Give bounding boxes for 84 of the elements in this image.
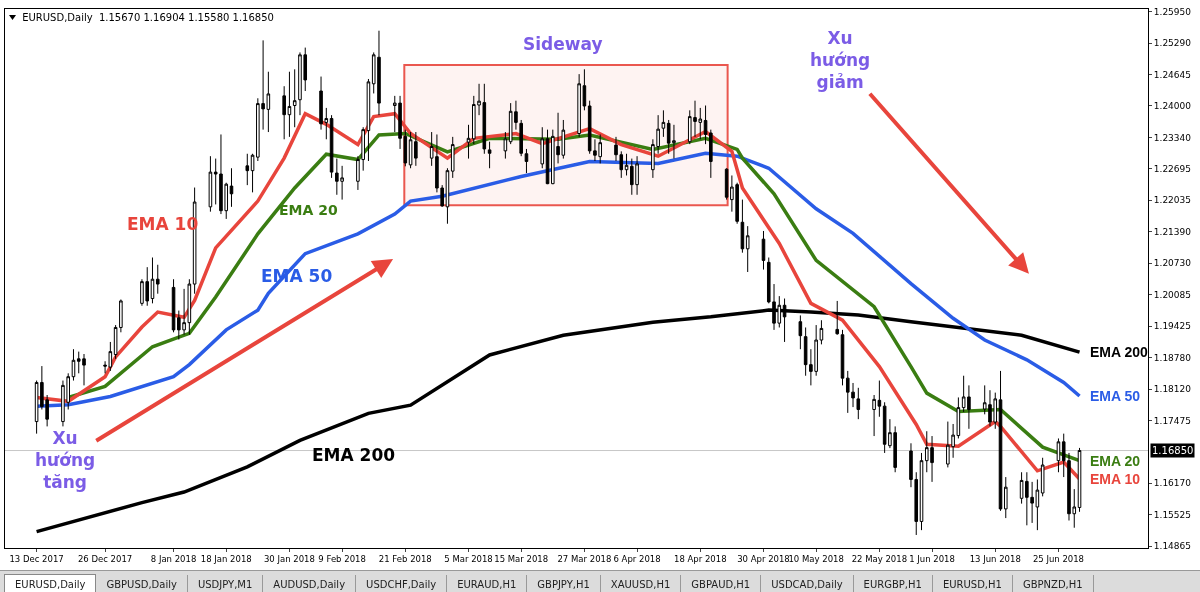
series-label: EMA 10 — [1090, 471, 1141, 487]
x-tick-label: 9 Feb 2018 — [318, 554, 366, 565]
x-tick-label: 25 Jun 2018 — [1032, 554, 1085, 565]
text: XAUUSD,H1 — [600, 575, 682, 592]
y-tick-label: 1.23340 — [1153, 132, 1192, 143]
candlestick — [487, 141, 492, 169]
x-tick-label: 30 Jan 2018 — [263, 554, 315, 565]
x-tick-label: 6 Apr 2018 — [613, 554, 661, 565]
y-tick-label: 1.15525 — [1153, 509, 1192, 520]
candlestick — [466, 124, 471, 160]
text: GBPNZD,H1 — [1012, 575, 1094, 592]
x-tick-label: 21 Feb 2018 — [378, 554, 432, 565]
x-tick-label: 26 Dec 2017 — [77, 554, 133, 565]
candlestick — [624, 153, 629, 176]
x-tick-label: 18 Apr 2018 — [674, 554, 727, 565]
text: EURUSD,H1 — [932, 575, 1013, 592]
candlestick — [208, 155, 213, 213]
y-tick-label: 1.22035 — [1153, 195, 1192, 206]
x-tick-label: 8 Jan 2018 — [150, 554, 197, 565]
candlestick — [540, 126, 545, 169]
y-tick-label: 1.20730 — [1153, 258, 1192, 269]
band-label: Sideway — [523, 34, 603, 54]
candlestick — [1040, 457, 1045, 497]
candlestick — [503, 131, 508, 160]
text: USDCHF,Daily — [356, 575, 448, 592]
y-tick-label: 1.24645 — [1153, 69, 1192, 80]
candlestick — [703, 105, 708, 145]
ref-line-label: 1.16850 — [1152, 445, 1194, 456]
y-tick-label: 1.17475 — [1153, 415, 1192, 426]
candlestick — [229, 167, 234, 208]
text: GBPUSD,Daily — [96, 575, 188, 592]
candlestick — [519, 119, 523, 157]
annotation: Xu hướng giảm — [810, 28, 871, 93]
candlestick — [761, 230, 766, 271]
y-tick-label: 1.22695 — [1153, 163, 1192, 174]
annotation: Xu hướng tăng — [35, 428, 96, 493]
candlestick — [450, 136, 455, 179]
candlestick — [798, 314, 803, 350]
x-tick-label: 18 Jan 2018 — [200, 554, 252, 565]
y-tick-label: 1.20085 — [1153, 289, 1192, 300]
series-label: EMA 200 — [1090, 344, 1149, 360]
text: EURAUD,H1 — [447, 575, 528, 592]
candlestick — [1056, 437, 1061, 473]
text: EURGBP,H1 — [853, 575, 933, 592]
y-tick-label: 1.18120 — [1153, 384, 1192, 395]
series-label: EMA 50 — [1090, 388, 1141, 404]
x-tick-label: 30 Apr 2018 — [737, 554, 790, 565]
candlestick — [740, 199, 745, 254]
candlestick — [155, 264, 160, 295]
x-tick-label: 5 Mar 2018 — [444, 554, 493, 565]
candlestick — [366, 78, 371, 162]
y-tick-label: 1.25290 — [1153, 38, 1192, 49]
x-tick-label: 15 Mar 2018 — [494, 554, 549, 565]
candlestick — [745, 225, 750, 273]
text: GBPJPY,H1 — [527, 575, 601, 592]
x-tick-label: 22 May 2018 — [851, 554, 908, 565]
y-tick-label: 1.21390 — [1153, 226, 1192, 237]
x-tick-label: 1 Jun 2018 — [909, 554, 955, 565]
candlestick — [292, 68, 297, 128]
text: USDCAD,Daily — [761, 575, 854, 592]
candlestick — [709, 129, 713, 179]
y-tick-label: 1.16170 — [1153, 478, 1192, 489]
annotation: EMA 20 — [279, 202, 338, 218]
y-tick-label: 1.24000 — [1153, 100, 1192, 111]
x-tick-label: 27 Mar 2018 — [557, 554, 612, 565]
chart-title: EURUSD,Daily 1.15670 1.16904 1.15580 1.16850 — [21, 12, 274, 23]
text: USDJPY,M1 — [187, 575, 264, 592]
candlestick — [150, 257, 155, 304]
candlestick — [1003, 476, 1008, 519]
y-tick-label: 1.19425 — [1153, 321, 1192, 332]
candlestick — [71, 348, 76, 382]
candlestick — [245, 153, 250, 186]
y-tick-label: 1.25950 — [1153, 6, 1192, 17]
candlestick — [661, 109, 666, 138]
series-label: EMA 20 — [1090, 453, 1141, 469]
x-tick-label: 13 Jun 2018 — [969, 554, 1021, 565]
text: GBPAUD,H1 — [681, 575, 762, 592]
x-tick-label: 10 May 2018 — [788, 554, 844, 565]
y-tick-label: 1.18780 — [1153, 352, 1192, 363]
y-tick-label: 1.14865 — [1153, 541, 1192, 552]
annotation: EMA 200 — [312, 445, 396, 465]
candlestick — [524, 148, 529, 174]
x-tick-label: 13 Dec 2017 — [9, 554, 64, 565]
text: AUDUSD,Daily — [263, 575, 357, 592]
